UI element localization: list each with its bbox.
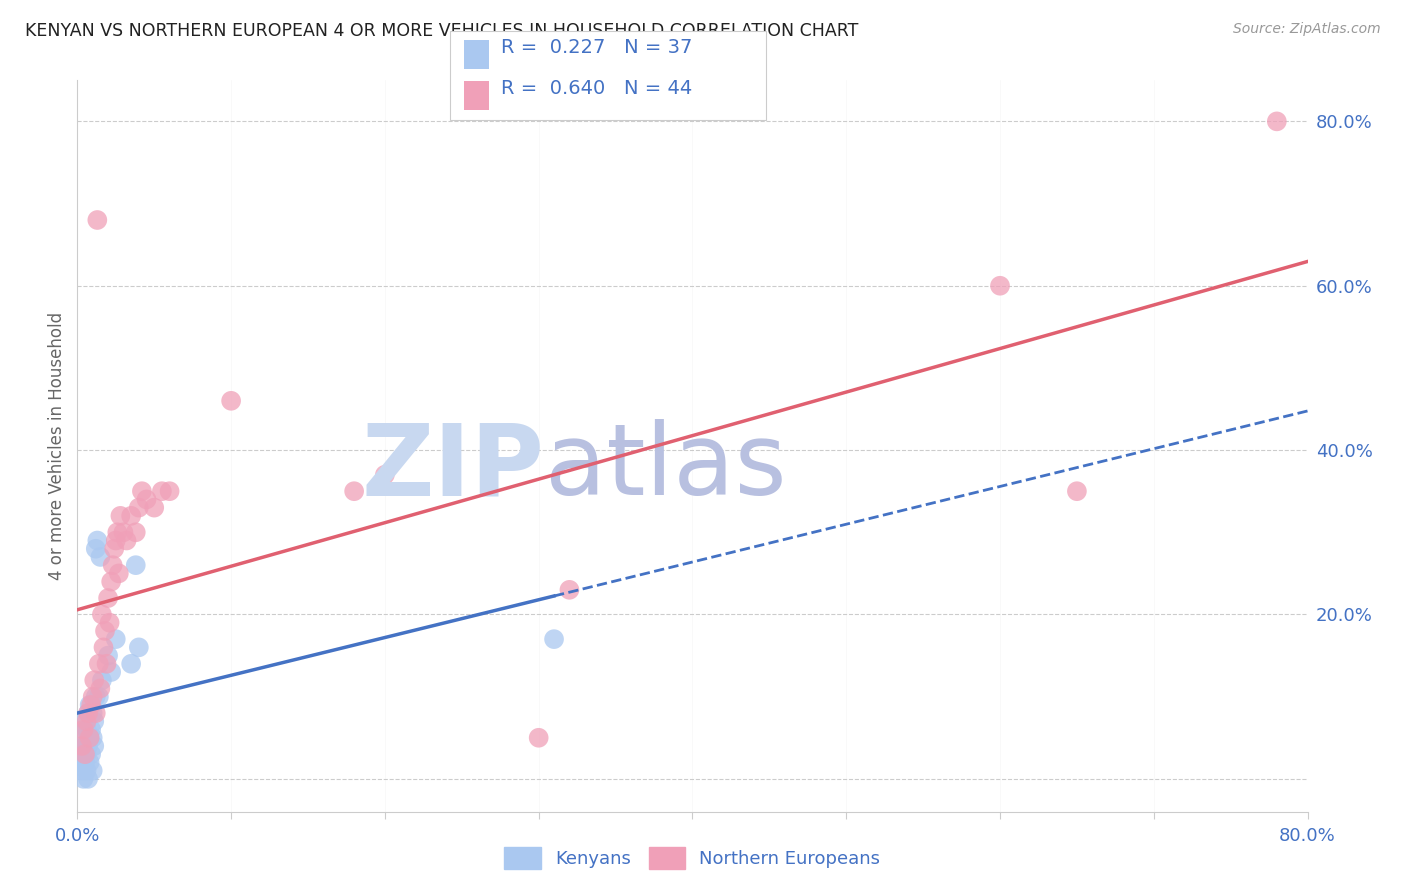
Point <box>83 739 105 753</box>
Point <box>73 756 96 770</box>
Point <box>128 500 150 515</box>
Point <box>90 607 114 622</box>
Point <box>527 731 550 745</box>
Point <box>101 558 124 573</box>
Point <box>84 690 107 704</box>
Point <box>143 500 166 515</box>
Point <box>104 533 127 548</box>
Point <box>84 706 107 720</box>
Point <box>150 484 173 499</box>
Point <box>558 582 581 597</box>
Point <box>84 541 107 556</box>
Point <box>98 615 121 630</box>
Point <box>86 213 108 227</box>
Point <box>125 558 148 573</box>
Point <box>100 574 122 589</box>
Point <box>108 566 131 581</box>
Point <box>94 624 117 638</box>
Point <box>159 484 181 499</box>
Point <box>120 657 142 671</box>
Point <box>77 706 100 720</box>
Point <box>89 681 111 696</box>
Point <box>79 698 101 712</box>
Point <box>70 764 93 778</box>
Point <box>96 657 118 671</box>
Point <box>82 764 104 778</box>
Point <box>69 756 91 770</box>
Point <box>93 640 115 655</box>
Point <box>105 525 128 540</box>
Point <box>70 747 93 762</box>
Point <box>80 698 103 712</box>
Point <box>1265 114 1288 128</box>
Point <box>76 764 98 778</box>
Text: R =  0.640   N = 44: R = 0.640 N = 44 <box>501 78 692 98</box>
Point <box>70 739 93 753</box>
Point <box>219 393 242 408</box>
Point <box>79 756 101 770</box>
Point <box>87 690 110 704</box>
Point <box>73 747 96 762</box>
Point <box>120 508 142 523</box>
Point <box>76 723 98 737</box>
Point <box>374 467 396 482</box>
Point <box>83 673 105 688</box>
Point <box>82 706 104 720</box>
Point <box>82 731 104 745</box>
Point <box>72 731 94 745</box>
Point <box>128 640 150 655</box>
Text: Source: ZipAtlas.com: Source: ZipAtlas.com <box>1233 22 1381 37</box>
Point <box>104 632 127 647</box>
Point <box>1066 484 1088 499</box>
Point <box>77 706 100 720</box>
Point <box>77 772 100 786</box>
Point <box>988 278 1011 293</box>
Point <box>72 772 94 786</box>
Point <box>86 533 108 548</box>
Point <box>125 525 148 540</box>
Legend: Kenyans, Northern Europeans: Kenyans, Northern Europeans <box>498 839 887 876</box>
Text: R =  0.227   N = 37: R = 0.227 N = 37 <box>501 37 692 57</box>
Point <box>110 508 132 523</box>
Point <box>77 739 100 753</box>
Point <box>103 541 125 556</box>
Point <box>131 484 153 499</box>
Point <box>73 714 96 729</box>
Text: atlas: atlas <box>546 419 786 516</box>
Point <box>83 714 105 729</box>
Point <box>73 739 96 753</box>
Point <box>100 665 122 679</box>
Point <box>115 533 138 548</box>
Point <box>112 525 135 540</box>
Point <box>76 714 98 729</box>
Point <box>80 723 103 737</box>
Y-axis label: 4 or more Vehicles in Household: 4 or more Vehicles in Household <box>48 312 66 580</box>
Point <box>90 673 114 688</box>
Point <box>135 492 157 507</box>
Point <box>79 731 101 745</box>
Point <box>79 731 101 745</box>
Text: ZIP: ZIP <box>361 419 546 516</box>
Point <box>80 747 103 762</box>
Point <box>543 632 565 647</box>
Point <box>76 747 98 762</box>
Point <box>89 549 111 564</box>
Point <box>82 690 104 704</box>
Text: KENYAN VS NORTHERN EUROPEAN 4 OR MORE VEHICLES IN HOUSEHOLD CORRELATION CHART: KENYAN VS NORTHERN EUROPEAN 4 OR MORE VE… <box>25 22 859 40</box>
Point <box>97 591 120 605</box>
Point <box>87 657 110 671</box>
Point <box>72 723 94 737</box>
Point <box>97 648 120 663</box>
Point <box>343 484 366 499</box>
